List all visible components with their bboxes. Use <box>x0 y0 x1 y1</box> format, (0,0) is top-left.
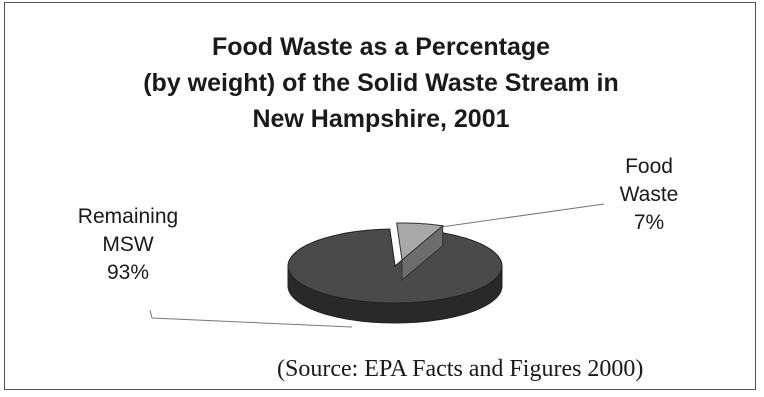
slice-value-label: 7% <box>633 211 665 234</box>
chart-frame: Food Waste as a Percentage (by weight) o… <box>4 2 756 390</box>
slice-name-line-1: Food <box>625 155 673 178</box>
leader-line-remaining-msw <box>149 309 353 328</box>
chart-title-line-1: Food Waste as a Percentage <box>211 33 551 61</box>
slice-value-label: 93% <box>106 261 150 284</box>
chart-title: Food Waste as a Percentage (by weight) o… <box>5 29 757 137</box>
source-note: (Source: EPA Facts and Figures 2000) <box>277 356 644 382</box>
leader-line-food-waste <box>419 203 605 231</box>
slice-label-remaining-msw: Remaining MSW 93% <box>63 203 193 287</box>
chart-title-line-3: New Hampshire, 2001 <box>252 105 510 133</box>
slice-food-waste <box>396 222 444 261</box>
chart-title-line-2: (by weight) of the Solid Waste Stream in <box>143 69 619 97</box>
slice-name-line-1: Remaining <box>77 205 179 228</box>
slice-name-line-2: Waste <box>619 183 679 206</box>
slice-name-line-2: MSW <box>102 233 154 256</box>
slice-label-food-waste: Food Waste 7% <box>609 153 689 237</box>
slice-remaining-msw <box>287 228 503 304</box>
